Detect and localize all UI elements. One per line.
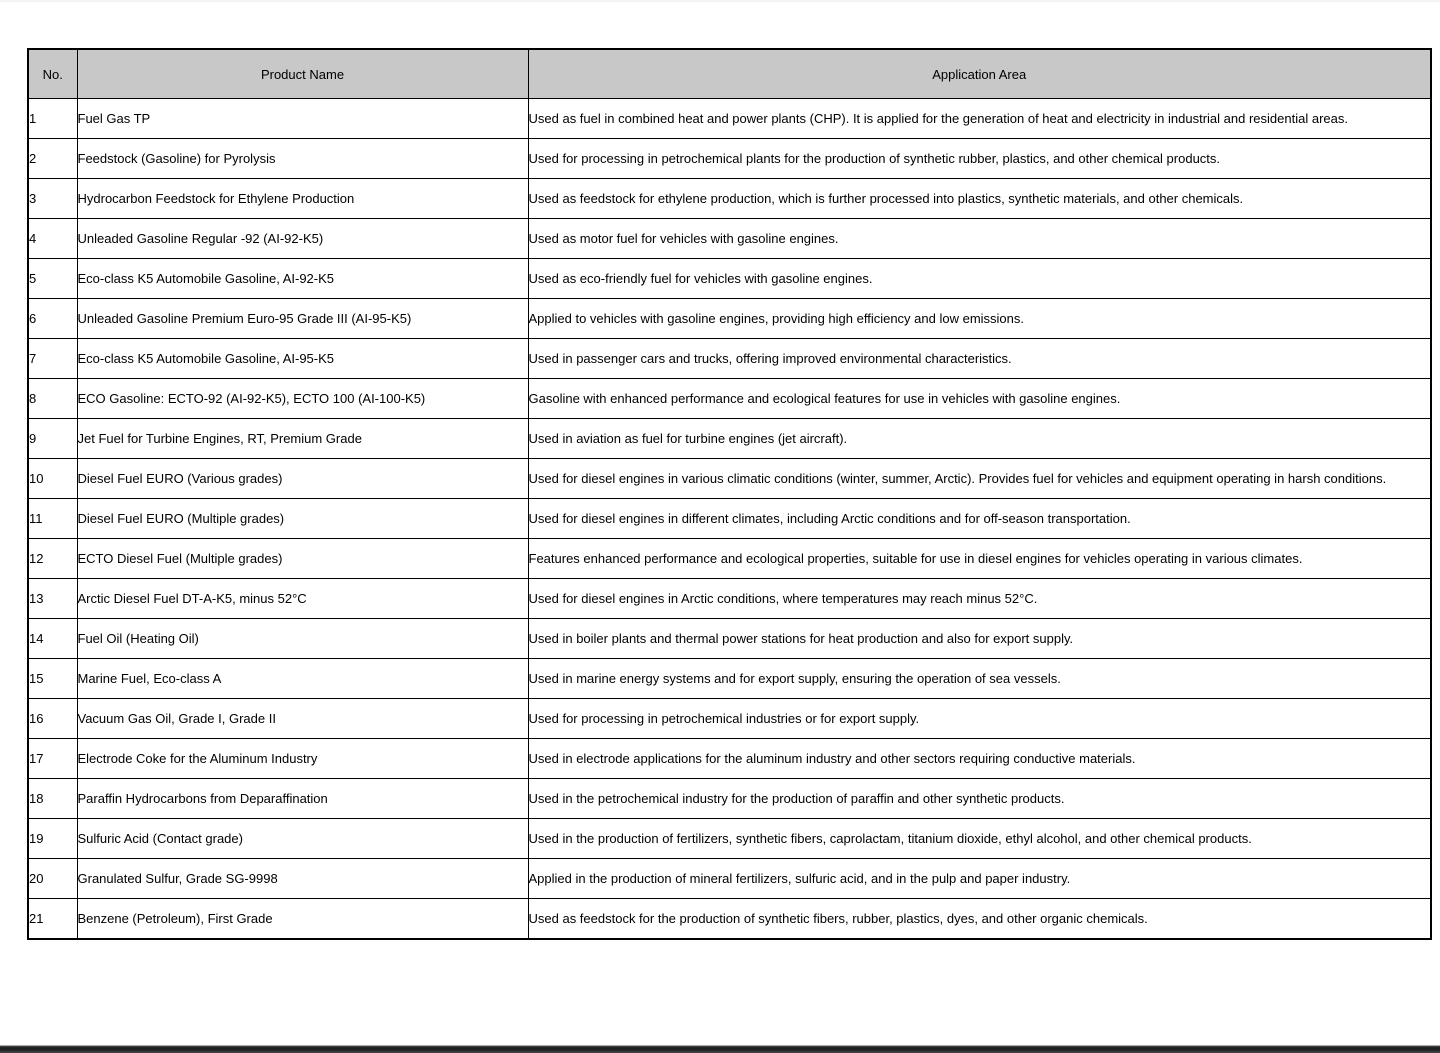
- cell-no: 5: [27, 258, 78, 299]
- cell-application-area: Used as feedstock for the production of …: [527, 898, 1432, 940]
- cell-no: 18: [27, 778, 78, 819]
- cell-no: 12: [27, 538, 78, 579]
- cell-product-name: Fuel Oil (Heating Oil): [76, 618, 529, 659]
- cell-product-name: Paraffin Hydrocarbons from Deparaffinati…: [76, 778, 529, 819]
- cell-product-name: Diesel Fuel EURO (Multiple grades): [76, 498, 529, 539]
- cell-no: 11: [27, 498, 78, 539]
- cell-application-area: Used as eco-friendly fuel for vehicles w…: [527, 258, 1432, 299]
- cell-no: 8: [27, 378, 78, 419]
- cell-product-name: ECO Gasoline: ECTO-92 (AI-92-K5), ECTO 1…: [76, 378, 529, 419]
- table-row: 20 Granulated Sulfur, Grade SG-9998 Applie…: [27, 858, 1432, 899]
- cell-no: 16: [27, 698, 78, 739]
- cell-product-name: Diesel Fuel EURO (Various grades): [76, 458, 529, 499]
- table-row: 17 Electrode Coke for the Aluminum Indust…: [27, 738, 1432, 779]
- cell-application-area: Used for diesel engines in various clima…: [527, 458, 1432, 499]
- products-table: No. Product Name Application Area 1 Fuel …: [27, 48, 1432, 940]
- cell-product-name: Jet Fuel for Turbine Engines, RT, Premiu…: [76, 418, 529, 459]
- cell-application-area: Gasoline with enhanced performance and e…: [527, 378, 1432, 419]
- table-row: 18 Paraffin Hydrocarbons from Deparaffina…: [27, 778, 1432, 819]
- cell-application-area: Used in electrode applications for the a…: [527, 738, 1432, 779]
- table-row: 4 Unleaded Gasoline Regular -92 (AI-92-K5…: [27, 218, 1432, 259]
- table-row: 12 ECTO Diesel Fuel (Multiple grades) Feat…: [27, 538, 1432, 579]
- cell-application-area: Used in aviation as fuel for turbine eng…: [527, 418, 1432, 459]
- cell-application-area: Used in marine energy systems and for ex…: [527, 658, 1432, 699]
- top-hairline: [0, 0, 1440, 2]
- cell-application-area: Used as fuel in combined heat and power …: [527, 98, 1432, 139]
- cell-product-name: Sulfuric Acid (Contact grade): [76, 818, 529, 859]
- cell-application-area: Applied to vehicles with gasoline engine…: [527, 298, 1432, 339]
- cell-no: 10: [27, 458, 78, 499]
- table-row: 7 Eco-class K5 Automobile Gasoline, AI-95…: [27, 338, 1432, 379]
- cell-no: 21: [27, 898, 78, 940]
- cell-product-name: Granulated Sulfur, Grade SG-9998: [76, 858, 529, 899]
- cell-product-name: Arctic Diesel Fuel DT-A-K5, minus 52°C: [76, 578, 529, 619]
- cell-application-area: Applied in the production of mineral fer…: [527, 858, 1432, 899]
- cell-application-area: Used for diesel engines in different cli…: [527, 498, 1432, 539]
- table-row: 21 Benzene (Petroleum), First Grade Used a…: [27, 898, 1432, 940]
- table-row: 11 Diesel Fuel EURO (Multiple grades) Used…: [27, 498, 1432, 539]
- header-no: No.: [27, 48, 78, 99]
- cell-application-area: Features enhanced performance and ecolog…: [527, 538, 1432, 579]
- cell-no: 4: [27, 218, 78, 259]
- cell-no: 7: [27, 338, 78, 379]
- cell-application-area: Used as feedstock for ethylene productio…: [527, 178, 1432, 219]
- header-application-area: Application Area: [527, 48, 1432, 99]
- header-product-name: Product Name: [76, 48, 529, 99]
- cell-application-area: Used in boiler plants and thermal power …: [527, 618, 1432, 659]
- cell-product-name: Benzene (Petroleum), First Grade: [76, 898, 529, 940]
- cell-product-name: Vacuum Gas Oil, Grade I, Grade II: [76, 698, 529, 739]
- table-row: 15 Marine Fuel, Eco-class A Used in marine…: [27, 658, 1432, 699]
- cell-product-name: Electrode Coke for the Aluminum Industry: [76, 738, 529, 779]
- cell-product-name: Eco-class K5 Automobile Gasoline, AI-92-…: [76, 258, 529, 299]
- table-row: 8 ECO Gasoline: ECTO-92 (AI-92-K5), ECTO …: [27, 378, 1432, 419]
- cell-product-name: Fuel Gas TP: [76, 98, 529, 139]
- cell-no: 17: [27, 738, 78, 779]
- cell-product-name: Marine Fuel, Eco-class A: [76, 658, 529, 699]
- table-row: 6 Unleaded Gasoline Premium Euro-95 Grade…: [27, 298, 1432, 339]
- cell-no: 1: [27, 98, 78, 139]
- cell-product-name: Feedstock (Gasoline) for Pyrolysis: [76, 138, 529, 179]
- cell-application-area: Used in the petrochemical industry for t…: [527, 778, 1432, 819]
- table-row: 2 Feedstock (Gasoline) for Pyrolysis Used …: [27, 138, 1432, 179]
- table-header-row: No. Product Name Application Area: [27, 48, 1432, 99]
- cell-no: 15: [27, 658, 78, 699]
- cell-product-name: Hydrocarbon Feedstock for Ethylene Produ…: [76, 178, 529, 219]
- cell-no: 20: [27, 858, 78, 899]
- cell-product-name: ECTO Diesel Fuel (Multiple grades): [76, 538, 529, 579]
- cell-no: 14: [27, 618, 78, 659]
- cell-product-name: Unleaded Gasoline Regular -92 (AI-92-K5): [76, 218, 529, 259]
- cell-product-name: Eco-class K5 Automobile Gasoline, AI-95-…: [76, 338, 529, 379]
- cell-no: 2: [27, 138, 78, 179]
- cell-application-area: Used for processing in petrochemical pla…: [527, 138, 1432, 179]
- cell-application-area: Used for diesel engines in Arctic condit…: [527, 578, 1432, 619]
- table-row: 13 Arctic Diesel Fuel DT-A-K5, minus 52°C…: [27, 578, 1432, 619]
- cell-no: 19: [27, 818, 78, 859]
- table-row: 9 Jet Fuel for Turbine Engines, RT, Premi…: [27, 418, 1432, 459]
- cell-application-area: Used as motor fuel for vehicles with gas…: [527, 218, 1432, 259]
- table-row: 3 Hydrocarbon Feedstock for Ethylene Prod…: [27, 178, 1432, 219]
- table-row: 10 Diesel Fuel EURO (Various grades) Used …: [27, 458, 1432, 499]
- cell-no: 6: [27, 298, 78, 339]
- table-row: 19 Sulfuric Acid (Contact grade) Used in t…: [27, 818, 1432, 859]
- table-row: 16 Vacuum Gas Oil, Grade I, Grade II Used …: [27, 698, 1432, 739]
- cell-no: 3: [27, 178, 78, 219]
- table-row: 5 Eco-class K5 Automobile Gasoline, AI-92…: [27, 258, 1432, 299]
- table-row: 14 Fuel Oil (Heating Oil) Used in boiler p…: [27, 618, 1432, 659]
- cell-application-area: Used for processing in petrochemical ind…: [527, 698, 1432, 739]
- bottom-bar: [0, 1044, 1440, 1053]
- cell-no: 13: [27, 578, 78, 619]
- cell-product-name: Unleaded Gasoline Premium Euro-95 Grade …: [76, 298, 529, 339]
- cell-application-area: Used in the production of fertilizers, s…: [527, 818, 1432, 859]
- cell-no: 9: [27, 418, 78, 459]
- cell-application-area: Used in passenger cars and trucks, offer…: [527, 338, 1432, 379]
- table-row: 1 Fuel Gas TP Used as fuel in combined hea…: [27, 98, 1432, 139]
